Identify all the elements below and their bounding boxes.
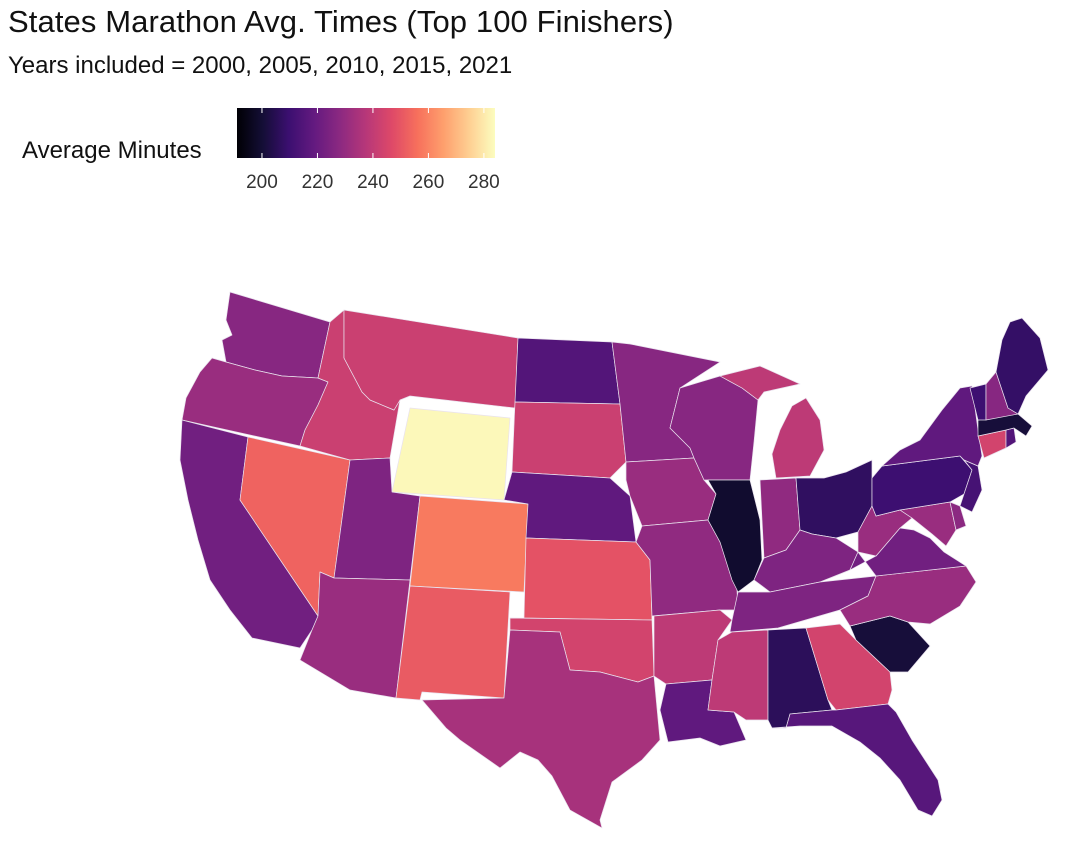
chart-title: States Marathon Avg. Times (Top 100 Fini… <box>8 4 674 39</box>
states <box>179 291 1049 829</box>
state-MA <box>977 413 1033 437</box>
legend-tickmarks <box>261 108 485 158</box>
legend-tick-label: 260 <box>412 172 445 193</box>
state-WY <box>391 407 511 501</box>
us-states-map <box>179 291 1049 829</box>
legend-tick-label: 280 <box>468 172 500 193</box>
legend-title: Average Minutes <box>22 137 202 164</box>
state-AZ <box>299 571 411 699</box>
legend-colorbar <box>237 108 495 158</box>
state-NJ <box>959 459 983 513</box>
state-TX <box>421 629 661 829</box>
state-CO <box>409 495 529 593</box>
state-FL <box>771 703 943 817</box>
state-DE <box>949 501 967 531</box>
legend-gradient <box>237 108 495 158</box>
state-MT <box>343 309 519 411</box>
state-NM <box>395 585 511 701</box>
state-MI <box>719 365 825 479</box>
legend-tick-labels: 200 220 240 260 280 <box>237 158 500 198</box>
state-GA <box>805 623 893 711</box>
legend-tick-label: 200 <box>246 172 278 193</box>
legend-tick-label: 220 <box>301 172 334 193</box>
state-NC <box>839 565 977 627</box>
legend-tick-label: 240 <box>357 172 389 193</box>
chart-subtitle: Years included = 2000, 2005, 2010, 2015,… <box>8 52 513 79</box>
state-SD <box>511 401 627 479</box>
state-ND <box>514 337 621 405</box>
state-NY <box>881 385 983 467</box>
legend: Average Minutes 200 220 240 260 280 <box>0 100 520 210</box>
state-KS <box>523 537 653 621</box>
state-ME <box>995 317 1049 415</box>
state-RI <box>1005 427 1017 449</box>
